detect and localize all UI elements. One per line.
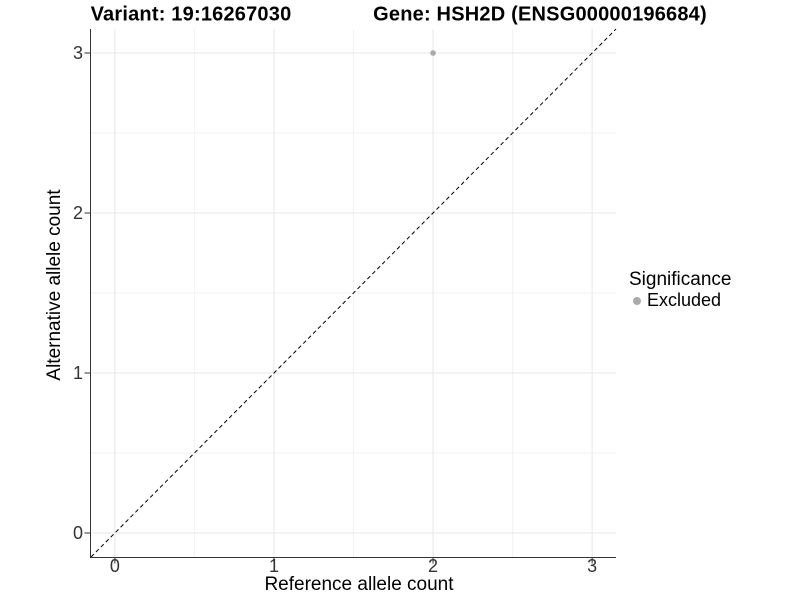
legend-item-label: Excluded [647, 290, 722, 310]
y-tick-label: 1 [72, 363, 83, 383]
plot-title-variant: Variant: 19:16267030 [90, 3, 292, 26]
legend-title: Significance [629, 269, 732, 290]
x-tick-label: 3 [587, 556, 598, 576]
legend-point-icon [633, 296, 641, 305]
x-tick-label: 1 [268, 556, 279, 576]
x-tick-label: 2 [428, 556, 439, 576]
identity-reference-line [90, 28, 617, 558]
data-point [430, 50, 436, 56]
x-tick-label: 0 [109, 556, 120, 576]
y-tick-label: 2 [72, 203, 83, 223]
legend-item-excluded: Excluded [633, 290, 721, 311]
y-tick-label: 3 [72, 43, 83, 63]
y-tick-label: 0 [72, 523, 83, 543]
plot-title-gene: Gene: HSH2D (ENSG00000196684) [373, 3, 707, 26]
x-axis-title: Reference allele count [264, 574, 454, 595]
